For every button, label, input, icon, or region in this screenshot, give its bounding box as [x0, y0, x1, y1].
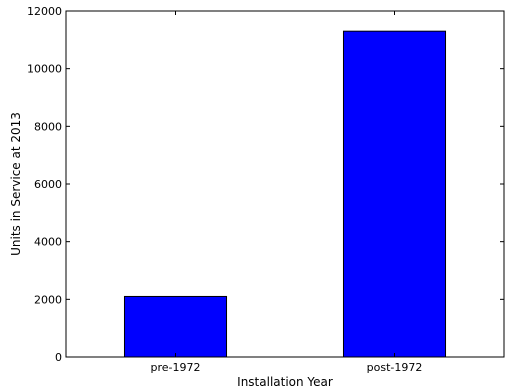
x-tick-label: pre-1972: [151, 361, 201, 374]
y-axis-title: Units in Service at 2013: [9, 112, 23, 256]
x-tick-label: post-1972: [367, 361, 423, 374]
y-tick-label: 12000: [27, 5, 62, 18]
y-tick-label: 10000: [27, 63, 62, 76]
y-tick-label: 8000: [34, 120, 62, 133]
y-tick-label: 2000: [34, 293, 62, 306]
y-tick-label: 0: [55, 351, 62, 364]
bar-post-1972: [342, 30, 447, 358]
bar-pre-1972: [123, 295, 228, 358]
y-tick-label: 4000: [34, 236, 62, 249]
y-tick-label: 6000: [34, 178, 62, 191]
bars-layer: [123, 30, 447, 358]
x-axis-title: Installation Year: [237, 375, 333, 389]
ticks-layer: pre-1972 post-1972 0 2000 4000 6000 8000 10000 1…: [27, 5, 504, 374]
